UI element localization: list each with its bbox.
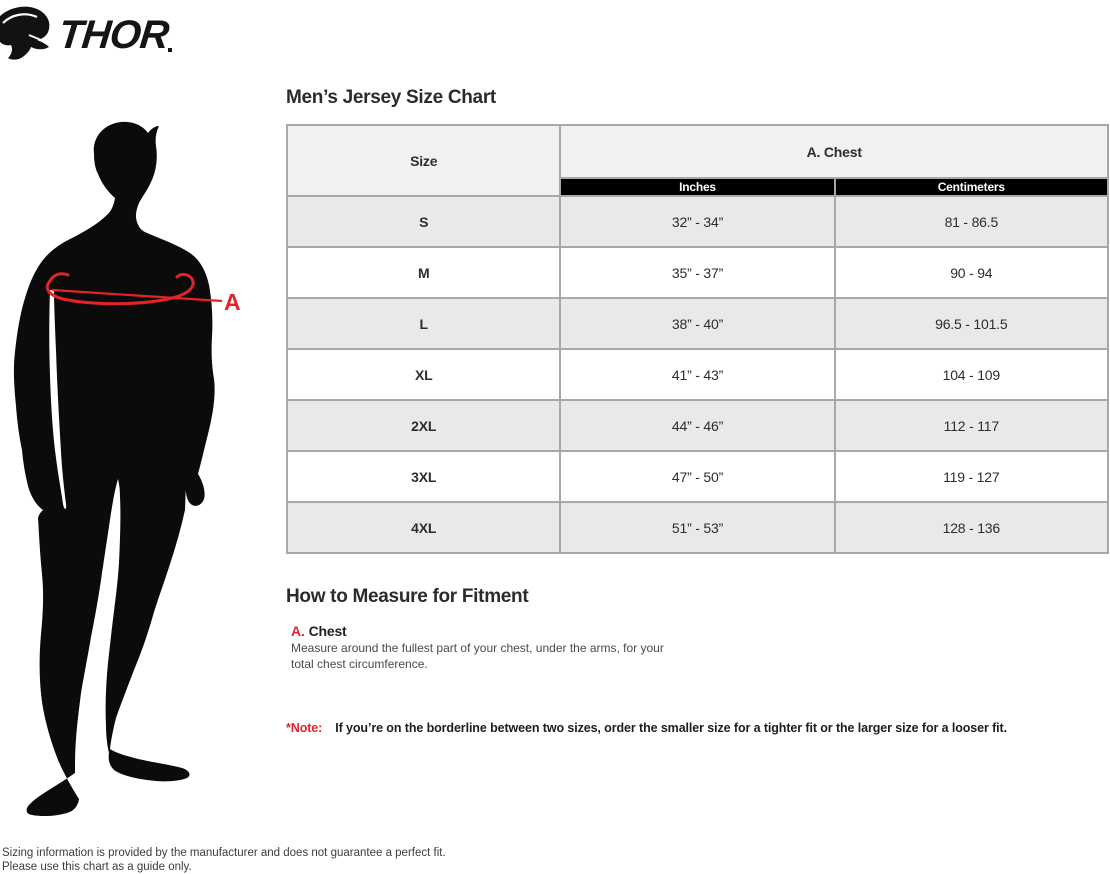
cm-cell: 128 - 136 [833, 501, 1110, 554]
col-header-inches: Inches [559, 177, 836, 197]
table-header-row: Size A. Chest [285, 124, 1109, 197]
thor-logo-graphic: THOR [0, 6, 172, 60]
thor-logo: THOR [0, 4, 190, 62]
chest-label: A [224, 289, 241, 315]
note-text: If you’re on the borderline between two … [335, 721, 1007, 735]
size-cell: 2XL [285, 399, 562, 452]
trademark-dot [168, 48, 172, 52]
chest-label-line [51, 288, 223, 303]
thor-goat-icon [0, 6, 50, 60]
table-row: 2XL 44” - 46” 112 - 117 [285, 399, 1110, 452]
size-cell: 4XL [285, 501, 562, 554]
silhouette-graphic: A [13, 121, 241, 817]
inches-cell: 32” - 34” [559, 195, 836, 248]
measure-key: A. [291, 623, 305, 639]
size-cell: L [285, 297, 562, 350]
thor-wordmark: THOR [56, 13, 171, 57]
disclaimer: Sizing information is provided by the ma… [2, 846, 446, 874]
cm-cell: 119 - 127 [833, 450, 1110, 503]
arm-torso-gap [49, 290, 67, 509]
disclaimer-line-2: Please use this chart as a guide only. [2, 861, 192, 873]
inches-cell: 47” - 50” [559, 450, 836, 503]
col-header-centimeters: Centimeters [833, 177, 1110, 197]
page-title: Men’s Jersey Size Chart [286, 87, 496, 108]
cm-cell: 112 - 117 [833, 399, 1110, 452]
table-row: M 35” - 37” 90 - 94 [285, 246, 1110, 299]
inches-cell: 41” - 43” [559, 348, 836, 401]
table-row: XL 41” - 43” 104 - 109 [285, 348, 1110, 401]
table-units-row: Inches Centimeters [287, 177, 1110, 197]
size-chart-table: Size A. Chest Inches Centimeters S 32” -… [285, 124, 1110, 554]
thor-wordmark-group: THOR [56, 13, 171, 57]
measure-label: Chest [308, 623, 347, 639]
inches-cell: 44” - 46” [559, 399, 836, 452]
measure-description: Measure around the fullest part of your … [291, 641, 664, 671]
male-figure-silhouette: A [8, 118, 243, 818]
cm-cell: 90 - 94 [833, 246, 1110, 299]
chest-measure-arrow: A [45, 272, 241, 315]
disclaimer-line-1: Sizing information is provided by the ma… [2, 847, 446, 859]
cm-cell: 104 - 109 [833, 348, 1110, 401]
col-header-chest-group: A. Chest [559, 124, 1109, 179]
measure-section-title: How to Measure for Fitment [286, 586, 529, 607]
table-row: L 38” - 40” 96.5 - 101.5 [285, 297, 1110, 350]
table-row: 3XL 47” - 50” 119 - 127 [285, 450, 1110, 503]
inches-cell: 38” - 40” [559, 297, 836, 350]
inches-cell: 51” - 53” [559, 501, 836, 554]
size-cell: S [285, 195, 562, 248]
col-header-size: Size [285, 124, 562, 197]
size-cell: 3XL [285, 450, 562, 503]
measure-item: A. Chest [291, 623, 347, 639]
table-row: 4XL 51” - 53” 128 - 136 [285, 501, 1110, 554]
inches-cell: 35” - 37” [559, 246, 836, 299]
body-silhouette-shape [13, 121, 215, 817]
table-row: S 32” - 34” 81 - 86.5 [285, 195, 1110, 248]
note-label: *Note: [286, 721, 323, 735]
size-cell: XL [285, 348, 562, 401]
cm-cell: 96.5 - 101.5 [833, 297, 1110, 350]
cm-cell: 81 - 86.5 [833, 195, 1110, 248]
size-cell: M [285, 246, 562, 299]
fit-note: *Note: If you’re on the borderline betwee… [286, 721, 1007, 735]
